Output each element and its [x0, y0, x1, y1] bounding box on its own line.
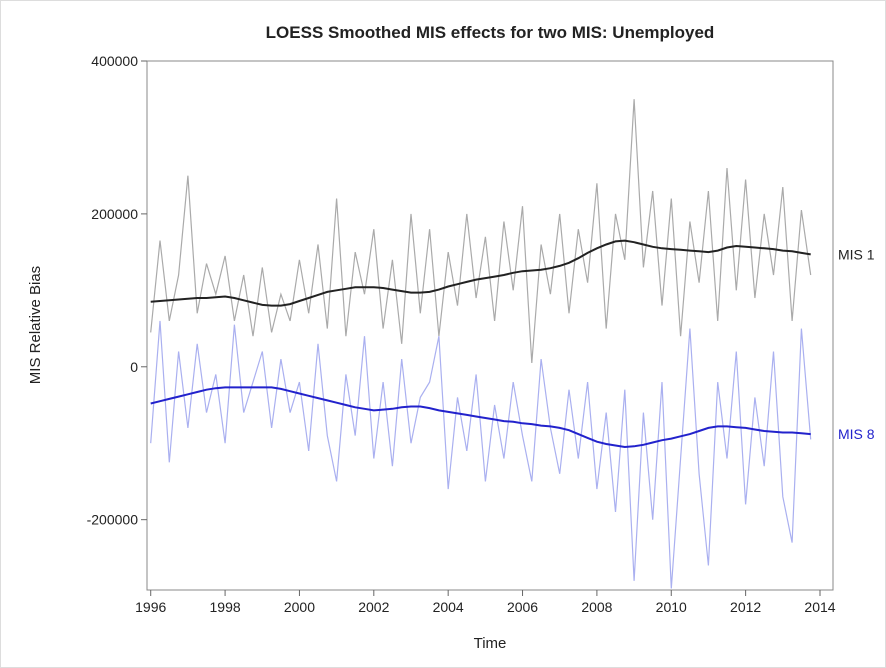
y-tick-label: 0: [130, 359, 138, 375]
y-tick-label: -200000: [87, 512, 139, 528]
series-line: [150, 320, 812, 589]
x-axis-label: Time: [474, 635, 507, 652]
chart-title: LOESS Smoothed MIS effects for two MIS: …: [266, 23, 715, 42]
series-label: MIS 8: [838, 426, 875, 442]
series-label: MIS 1: [838, 246, 875, 262]
x-tick-label: 2008: [581, 599, 612, 615]
x-tick-label: 1998: [210, 599, 241, 615]
x-tick-label: 2002: [358, 599, 389, 615]
x-tick-label: 2000: [284, 599, 315, 615]
y-tick-label: 400000: [91, 53, 138, 69]
series-line: [150, 239, 811, 307]
series-line: [150, 386, 811, 449]
series-line: [150, 99, 812, 364]
y-axis-label: MIS Relative Bias: [27, 266, 44, 384]
x-tick-label: 2014: [804, 599, 835, 615]
y-tick-label: 200000: [91, 206, 138, 222]
x-tick-label: 2010: [656, 599, 687, 615]
x-tick-label: 2012: [730, 599, 761, 615]
x-tick-label: 1996: [135, 599, 166, 615]
x-tick-label: 2004: [433, 599, 464, 615]
plot-frame: [146, 60, 834, 591]
x-tick-label: 2006: [507, 599, 538, 615]
